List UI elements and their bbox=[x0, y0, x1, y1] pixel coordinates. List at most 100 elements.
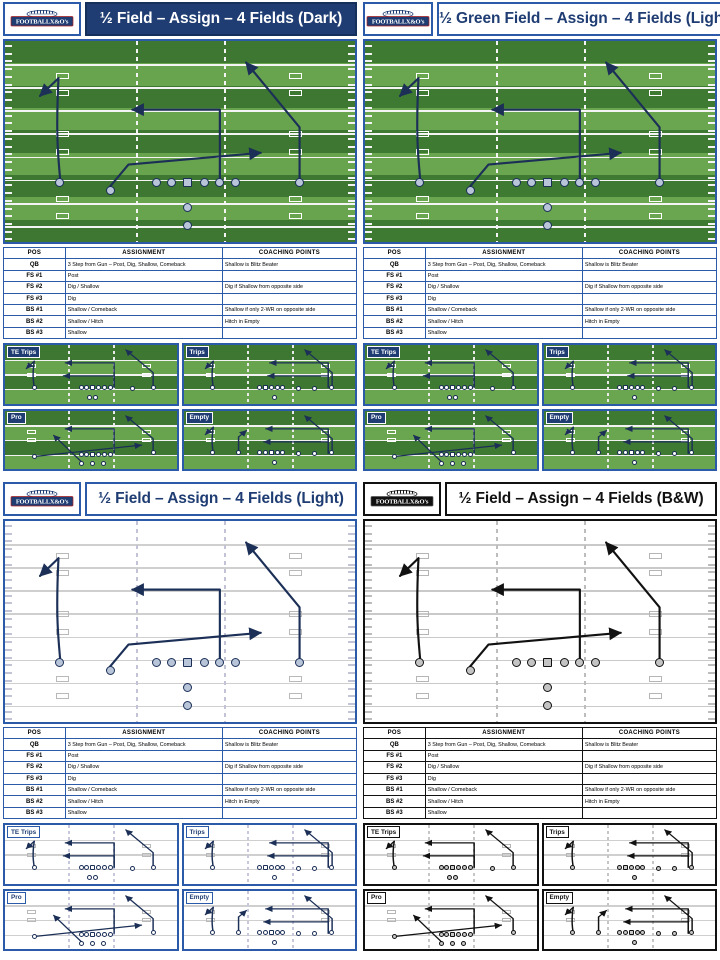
mini-formation-trips[interactable]: Trips bbox=[541, 823, 717, 886]
sideline-tick bbox=[708, 230, 715, 233]
cell-pos: QB bbox=[3, 258, 66, 271]
cell-pos: BS #2 bbox=[3, 795, 66, 808]
sideline-tick bbox=[708, 145, 715, 148]
player-bs1 bbox=[55, 177, 65, 187]
cell-pos: FS #2 bbox=[363, 761, 426, 774]
mini-formation-empty[interactable]: Empty bbox=[181, 408, 357, 472]
mini-formation-te-trips[interactable]: TE Trips bbox=[3, 823, 179, 886]
player-rb bbox=[183, 220, 193, 230]
mini-player bbox=[467, 452, 473, 457]
route-path bbox=[266, 852, 329, 868]
sideline-tick bbox=[5, 91, 12, 94]
cell-coaching-points: Shallow if only 2-WR on opposite side bbox=[581, 303, 718, 317]
route-path bbox=[268, 839, 329, 868]
mini-formation-label: Trips bbox=[185, 826, 209, 839]
mini-formation-trips[interactable]: Trips bbox=[181, 343, 357, 406]
route-path bbox=[624, 425, 689, 454]
yard-line bbox=[183, 454, 355, 456]
mini-player bbox=[617, 384, 622, 390]
sideline-tick bbox=[348, 199, 355, 202]
yard-number-marker bbox=[55, 611, 69, 618]
mini-formation-te-trips[interactable]: TE Trips bbox=[3, 343, 179, 406]
mini-player bbox=[96, 864, 102, 870]
mini-formation-te-trips[interactable]: TE Trips bbox=[363, 343, 539, 406]
mini-formation-trips[interactable]: Trips bbox=[541, 343, 717, 406]
yard-line bbox=[365, 905, 537, 907]
cell-coaching-points: Dig if Shallow from opposite side bbox=[581, 281, 718, 294]
cell-pos: QB bbox=[3, 738, 66, 751]
mini-formation-empty[interactable]: Empty bbox=[181, 888, 357, 952]
hash-mark-column bbox=[246, 410, 249, 470]
yard-line bbox=[5, 705, 355, 708]
cell-coaching-points bbox=[221, 806, 358, 820]
cell-coaching-points: Hitch in Empty bbox=[221, 315, 358, 328]
sideline-tick bbox=[365, 656, 372, 659]
table-row: QB 3 Step from Gun – Post, Dig, Shallow, … bbox=[3, 258, 358, 271]
table-row: FS #2 Dig / Shallow Dig if Shallow from op… bbox=[363, 761, 718, 774]
cell-pos: FS #1 bbox=[3, 749, 66, 763]
field-stripe bbox=[365, 130, 715, 153]
cell-coaching-points bbox=[221, 292, 358, 305]
mini-formation-pro[interactable]: Pro bbox=[363, 408, 539, 472]
player-center bbox=[183, 177, 193, 187]
mini-formation-empty[interactable]: Empty bbox=[541, 408, 717, 472]
sideline-tick bbox=[348, 230, 355, 233]
sideline-tick bbox=[708, 122, 715, 125]
sideline-tick bbox=[348, 710, 355, 713]
cell-assignment: Shallow / Comeback bbox=[64, 303, 223, 317]
sideline-tick bbox=[5, 122, 12, 125]
player-center bbox=[543, 657, 553, 667]
cell-pos: FS #2 bbox=[363, 281, 426, 294]
mini-player bbox=[450, 460, 456, 466]
route-path bbox=[485, 414, 514, 454]
sideline-tick bbox=[365, 153, 372, 156]
sideline-tick bbox=[365, 122, 372, 125]
sideline-tick bbox=[365, 579, 372, 582]
route-path bbox=[570, 426, 574, 454]
mini-player bbox=[79, 940, 85, 946]
yard-number-marker bbox=[288, 611, 302, 618]
mini-formation-empty[interactable]: Empty bbox=[541, 888, 717, 952]
mini-player bbox=[634, 384, 640, 390]
mini-formation-trips[interactable]: Trips bbox=[181, 823, 357, 886]
field-stripe bbox=[183, 374, 355, 389]
sideline-tick bbox=[5, 83, 12, 86]
mini-player bbox=[510, 384, 516, 390]
sideline-tick bbox=[365, 207, 372, 210]
sideline-tick bbox=[5, 199, 12, 202]
cell-assignment: Post bbox=[424, 269, 583, 283]
sideline-tick bbox=[365, 83, 372, 86]
hash-mark-column bbox=[606, 890, 609, 950]
yard-number-marker bbox=[142, 918, 152, 923]
route-path bbox=[422, 852, 475, 868]
yard-line bbox=[365, 87, 715, 90]
sideline-tick bbox=[708, 199, 715, 202]
header-coaching-points: COACHING POINTS bbox=[221, 246, 358, 260]
yard-line bbox=[5, 64, 355, 66]
sideline-tick bbox=[5, 571, 12, 574]
mini-formation-pro[interactable]: Pro bbox=[363, 888, 539, 952]
yard-number-marker bbox=[55, 628, 69, 635]
sideline-tick bbox=[708, 114, 715, 117]
mini-formation-te-trips[interactable]: TE Trips bbox=[363, 823, 539, 886]
mini-formation-pro[interactable]: Pro bbox=[3, 888, 179, 952]
sideline-tick bbox=[348, 75, 355, 78]
sideline-tick bbox=[708, 718, 715, 721]
mini-player bbox=[640, 864, 646, 870]
field-stripe bbox=[183, 454, 355, 470]
sideline-tick bbox=[348, 161, 355, 164]
sideline-tick bbox=[348, 656, 355, 659]
sideline-tick bbox=[365, 718, 372, 721]
player-bs2 bbox=[465, 185, 475, 195]
mini-formation-pro[interactable]: Pro bbox=[3, 408, 179, 472]
sideline-tick bbox=[5, 223, 12, 225]
assignment-table: POS ASSIGNMENT COACHING POINTS QB 3 Step … bbox=[3, 246, 358, 340]
route-path bbox=[385, 360, 395, 370]
route-path bbox=[422, 372, 475, 388]
field-stripe bbox=[365, 85, 715, 108]
mini-player bbox=[655, 385, 661, 391]
mini-player-center bbox=[450, 452, 456, 457]
player-lineman bbox=[215, 177, 225, 187]
route-path bbox=[237, 429, 247, 438]
sideline-tick bbox=[348, 695, 355, 698]
